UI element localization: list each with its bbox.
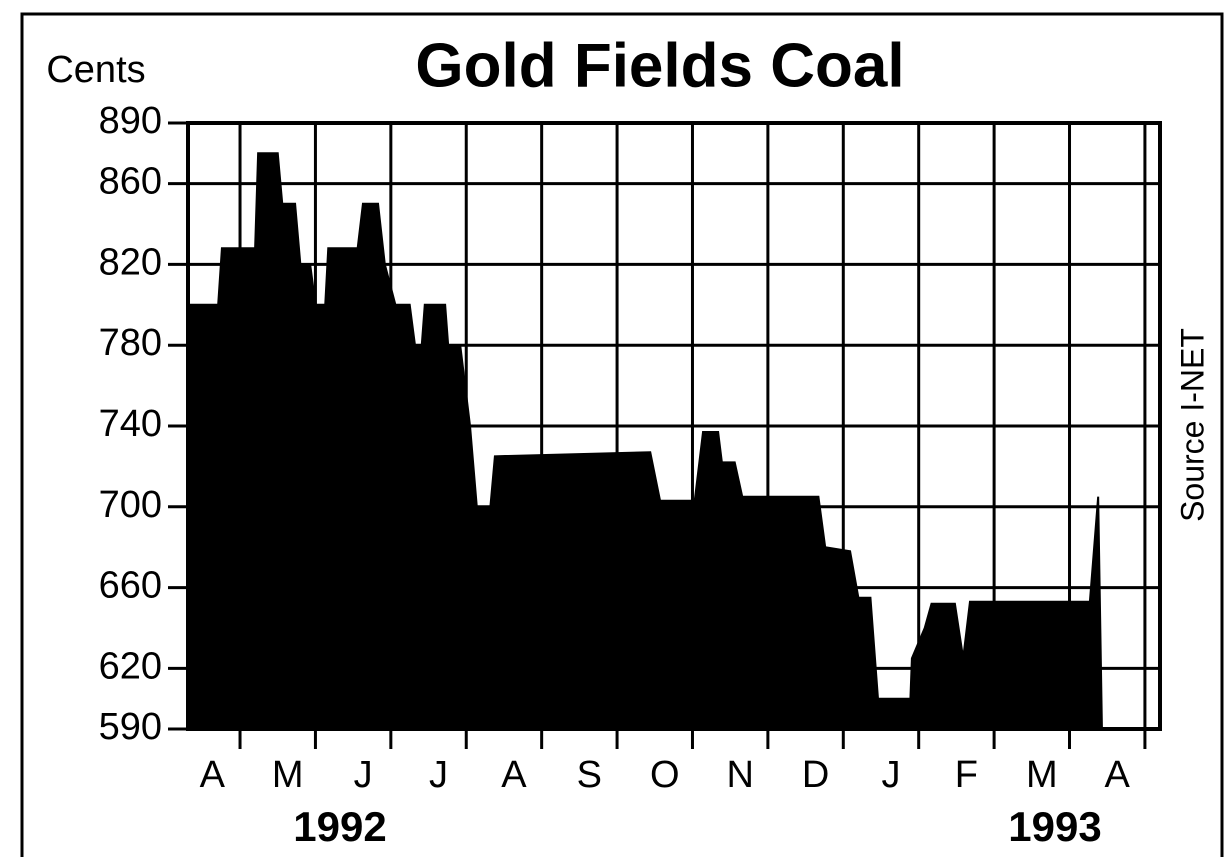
x-tick-label: F: [955, 754, 978, 796]
y-tick-label: 860: [99, 161, 162, 203]
y-tick-label: 740: [99, 403, 162, 445]
x-tick-label: A: [1105, 754, 1131, 796]
y-tick-label: 590: [99, 706, 162, 748]
frame: [20, 12, 1224, 857]
plot-border: [186, 121, 1162, 731]
y-tick-label: 780: [99, 322, 162, 364]
area: [187, 152, 1103, 730]
x-tick-label: S: [577, 754, 602, 796]
x-tick-label: A: [501, 754, 527, 796]
y-tick-label: 700: [99, 484, 162, 526]
x-tick-label: A: [200, 754, 226, 796]
year-label: 1993: [1008, 803, 1101, 850]
x-tick-label: O: [650, 754, 680, 796]
year-label: 1992: [293, 803, 386, 850]
x-tick-label: N: [726, 754, 753, 796]
source-note: Source I-NET: [1174, 328, 1210, 522]
y-tick-label: 660: [99, 565, 162, 607]
x-tick-label: D: [802, 754, 829, 796]
x-tick-label: M: [1026, 754, 1058, 796]
x-tick-label: M: [272, 754, 304, 796]
y-tick-label: 890: [99, 100, 162, 142]
x-tick-label: J: [354, 754, 373, 796]
chart-title: Gold Fields Coal: [415, 31, 904, 100]
y-axis-label: Cents: [46, 49, 145, 91]
y-tick-label: 820: [99, 241, 162, 283]
x-tick-label: J: [429, 754, 448, 796]
x-tick-label: J: [881, 754, 900, 796]
y-tick-label: 620: [99, 645, 162, 687]
